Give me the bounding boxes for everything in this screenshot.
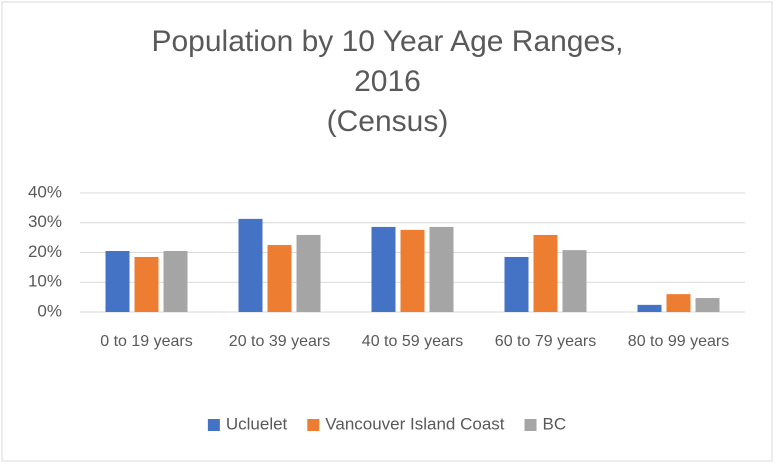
legend-swatch xyxy=(307,419,320,431)
y-tick-label: 20% xyxy=(28,242,62,261)
bar xyxy=(134,256,159,312)
legend-swatch xyxy=(524,419,537,431)
x-tick-label: 0 to 19 years xyxy=(100,333,193,350)
bar xyxy=(400,229,425,312)
bar xyxy=(562,250,587,312)
bar xyxy=(533,234,558,312)
x-tick-label: 80 to 99 years xyxy=(627,333,730,350)
bar xyxy=(504,256,529,312)
bar xyxy=(267,245,292,312)
bar xyxy=(371,226,396,312)
bar xyxy=(695,298,720,312)
bar xyxy=(637,304,662,312)
x-tick-label: 60 to 79 years xyxy=(494,333,597,350)
y-tick-label: 10% xyxy=(28,272,62,291)
bar xyxy=(163,251,188,312)
legend-label: Vancouver Island Coast xyxy=(325,414,505,433)
bar xyxy=(666,294,691,312)
bar xyxy=(105,251,130,312)
y-tick-label: 30% xyxy=(28,212,62,231)
bar xyxy=(296,234,321,312)
y-tick-label: 40% xyxy=(28,182,62,201)
y-tick-label: 0% xyxy=(37,301,62,320)
bar xyxy=(429,226,454,312)
legend-label: Ucluelet xyxy=(226,414,288,433)
bar xyxy=(238,218,263,312)
legend-swatch xyxy=(207,419,220,431)
x-tick-label: 20 to 39 years xyxy=(228,333,331,350)
chart-title: Population by 10 Year Age Ranges, 2016 (… xyxy=(151,25,624,138)
x-tick-label: 40 to 59 years xyxy=(361,333,464,350)
legend-label: BC xyxy=(543,414,567,433)
